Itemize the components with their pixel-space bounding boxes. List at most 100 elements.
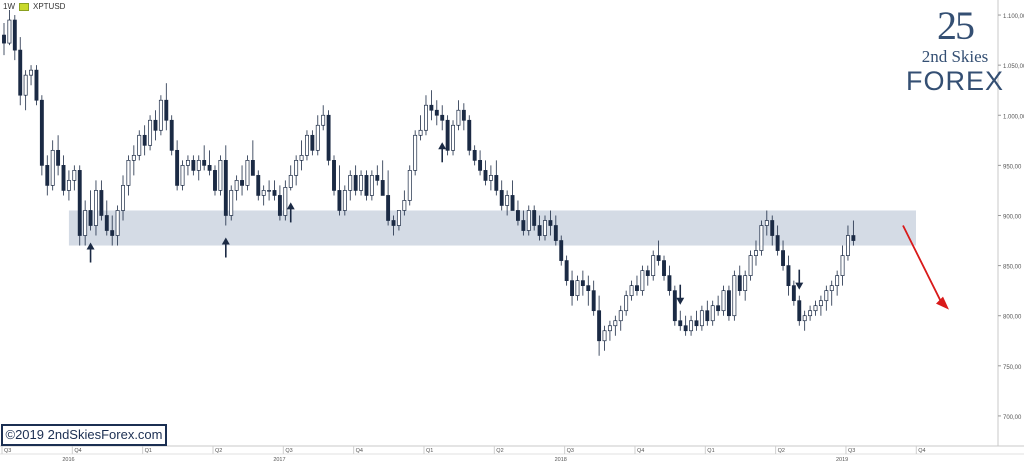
candle-bullish	[402, 200, 407, 211]
candle-bullish	[488, 175, 493, 181]
candle-bullish	[846, 235, 850, 256]
timeframe-label[interactable]: 1W	[3, 2, 15, 11]
x-year-label: 2019	[836, 457, 848, 462]
candle-bearish	[532, 210, 537, 226]
x-quarter-label: Q2	[215, 448, 222, 454]
candle-bearish	[18, 49, 23, 96]
candle-bullish	[629, 285, 634, 297]
candle-bearish	[142, 134, 147, 146]
candle-bullish	[294, 160, 299, 176]
candle-bearish	[337, 190, 342, 211]
up-arrow-icon	[221, 237, 230, 245]
candle-bearish	[467, 119, 472, 151]
candle-bearish	[521, 220, 526, 231]
forecast-down-arrow-icon	[936, 296, 949, 310]
candle-bullish	[640, 270, 645, 292]
candle-bearish	[716, 305, 721, 312]
candle-bearish	[353, 175, 358, 191]
candle-bearish	[256, 175, 261, 196]
candle-bearish	[564, 260, 569, 281]
candle-bearish	[537, 225, 542, 236]
candle-bearish	[694, 320, 699, 327]
candle-bullish	[813, 305, 818, 312]
candle-bearish	[570, 280, 575, 297]
candle-bullish	[23, 74, 28, 96]
candle-bearish	[169, 119, 174, 151]
candle-bullish	[759, 225, 764, 251]
candle-bearish	[553, 225, 558, 241]
candle-bullish	[315, 124, 320, 151]
x-quarter-label: Q2	[778, 448, 785, 454]
forecast-down-arrow-icon	[902, 225, 942, 303]
candle-bearish	[191, 160, 196, 171]
x-quarter-label: Q1	[707, 448, 714, 454]
candle-bearish	[499, 190, 504, 206]
up-arrow-icon	[438, 142, 447, 150]
candle-bearish	[434, 109, 439, 116]
copyright-watermark: ©2019 2ndSkiesForex.com	[1, 424, 167, 446]
candle-bullish	[424, 104, 428, 131]
x-quarter-label: Q3	[285, 448, 292, 454]
candle-bullish	[66, 180, 71, 191]
y-tick-label: 800,00	[1003, 315, 1022, 321]
candle-bullish	[396, 210, 401, 226]
candle-bearish	[332, 160, 336, 191]
candle-bearish	[207, 165, 212, 171]
candle-bearish	[2, 34, 6, 44]
x-quarter-label: Q1	[145, 448, 152, 454]
candle-bullish	[137, 134, 142, 156]
candle-bullish	[196, 160, 201, 171]
candle-bearish	[386, 195, 391, 221]
candle-bullish	[754, 250, 758, 256]
candle-bearish	[791, 285, 796, 302]
candle-bearish	[645, 270, 650, 276]
candle-bullish	[607, 325, 612, 332]
candle-bearish	[110, 230, 115, 236]
candle-bearish	[375, 175, 380, 181]
candle-bearish	[656, 255, 661, 261]
candle-bearish	[726, 290, 731, 317]
candle-bearish	[77, 170, 82, 236]
candle-bearish	[591, 290, 596, 312]
candle-bearish	[667, 275, 672, 292]
candle-bullish	[748, 255, 753, 276]
candle-bearish	[88, 210, 93, 226]
candle-bullish	[764, 220, 769, 226]
candle-bearish	[223, 160, 228, 216]
candle-bullish	[710, 305, 715, 322]
x-quarter-label: Q4	[74, 448, 81, 454]
candle-bearish	[380, 180, 385, 196]
candle-bullish	[732, 275, 737, 317]
candle-bearish	[272, 190, 277, 196]
candle-bearish	[559, 240, 564, 261]
candle-bullish	[651, 255, 656, 276]
candle-bearish	[429, 104, 434, 111]
candle-bearish	[786, 265, 791, 286]
candle-bearish	[250, 160, 255, 176]
candle-bearish	[683, 325, 688, 332]
candle-bullish	[602, 330, 607, 342]
candle-bearish	[310, 134, 315, 151]
candle-bullish	[418, 129, 423, 136]
x-quarter-label: Q4	[637, 448, 644, 454]
candle-bullish	[83, 210, 88, 236]
candle-bearish	[494, 175, 499, 191]
candle-bearish	[737, 275, 742, 292]
candle-bearish	[678, 320, 683, 327]
candle-bullish	[94, 190, 98, 226]
candle-bearish	[164, 99, 169, 121]
candle-bearish	[39, 99, 44, 166]
y-tick-label: 1.000,00	[1003, 114, 1024, 120]
candle-bullish	[835, 275, 840, 286]
candle-bearish	[56, 149, 61, 166]
candle-bullish	[29, 69, 34, 76]
candle-bearish	[580, 280, 585, 286]
candle-bullish	[824, 290, 829, 302]
y-tick-label: 950,00	[1003, 164, 1022, 170]
candle-bearish	[483, 170, 488, 181]
candle-bearish	[586, 285, 591, 292]
candle-bearish	[34, 69, 39, 101]
candle-bullish	[743, 275, 748, 292]
symbol-label[interactable]: XPTUSD	[33, 2, 66, 11]
